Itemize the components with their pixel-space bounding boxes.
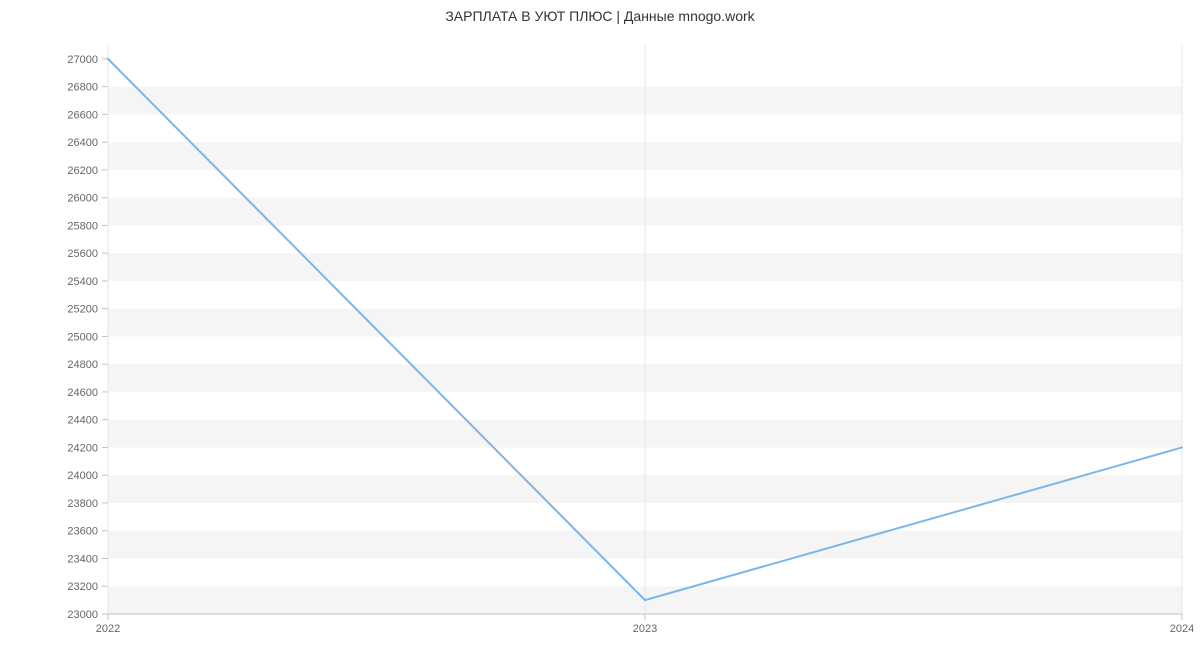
y-tick-label: 25800	[67, 220, 98, 232]
x-tick-label: 2024	[1170, 623, 1194, 635]
y-tick-label: 25600	[67, 248, 98, 260]
y-tick-label: 25000	[67, 331, 98, 343]
y-tick-label: 27000	[67, 54, 98, 66]
chart-svg: 23000 23200 23400 23600 23800 24000 24200 24400…	[0, 0, 1200, 650]
y-tick-label: 24400	[67, 415, 98, 427]
y-tick-label: 23000	[67, 609, 98, 621]
y-tick-label: 23400	[67, 553, 98, 565]
x-tick-label: 2022	[96, 623, 120, 635]
y-tick-label: 26800	[67, 82, 98, 94]
y-tick-label: 26600	[67, 109, 98, 121]
y-tick-label: 24600	[67, 387, 98, 399]
salary-line-chart: ЗАРПЛАТА В УЮТ ПЛЮС | Данные mnogo.work …	[0, 0, 1200, 650]
y-tick-label: 24800	[67, 359, 98, 371]
y-tick-label: 23600	[67, 526, 98, 538]
y-tick-label: 24000	[67, 470, 98, 482]
y-tick-label: 26200	[67, 165, 98, 177]
y-tick-label: 23800	[67, 498, 98, 510]
y-tick-label: 26400	[67, 137, 98, 149]
y-tick-label: 25400	[67, 276, 98, 288]
y-tick-label: 25200	[67, 304, 98, 316]
chart-title: ЗАРПЛАТА В УЮТ ПЛЮС | Данные mnogo.work	[0, 8, 1200, 24]
y-tick-label: 26000	[67, 193, 98, 205]
x-tick-label: 2023	[633, 623, 657, 635]
y-tick-label: 24200	[67, 442, 98, 454]
y-tick-label: 23200	[67, 581, 98, 593]
